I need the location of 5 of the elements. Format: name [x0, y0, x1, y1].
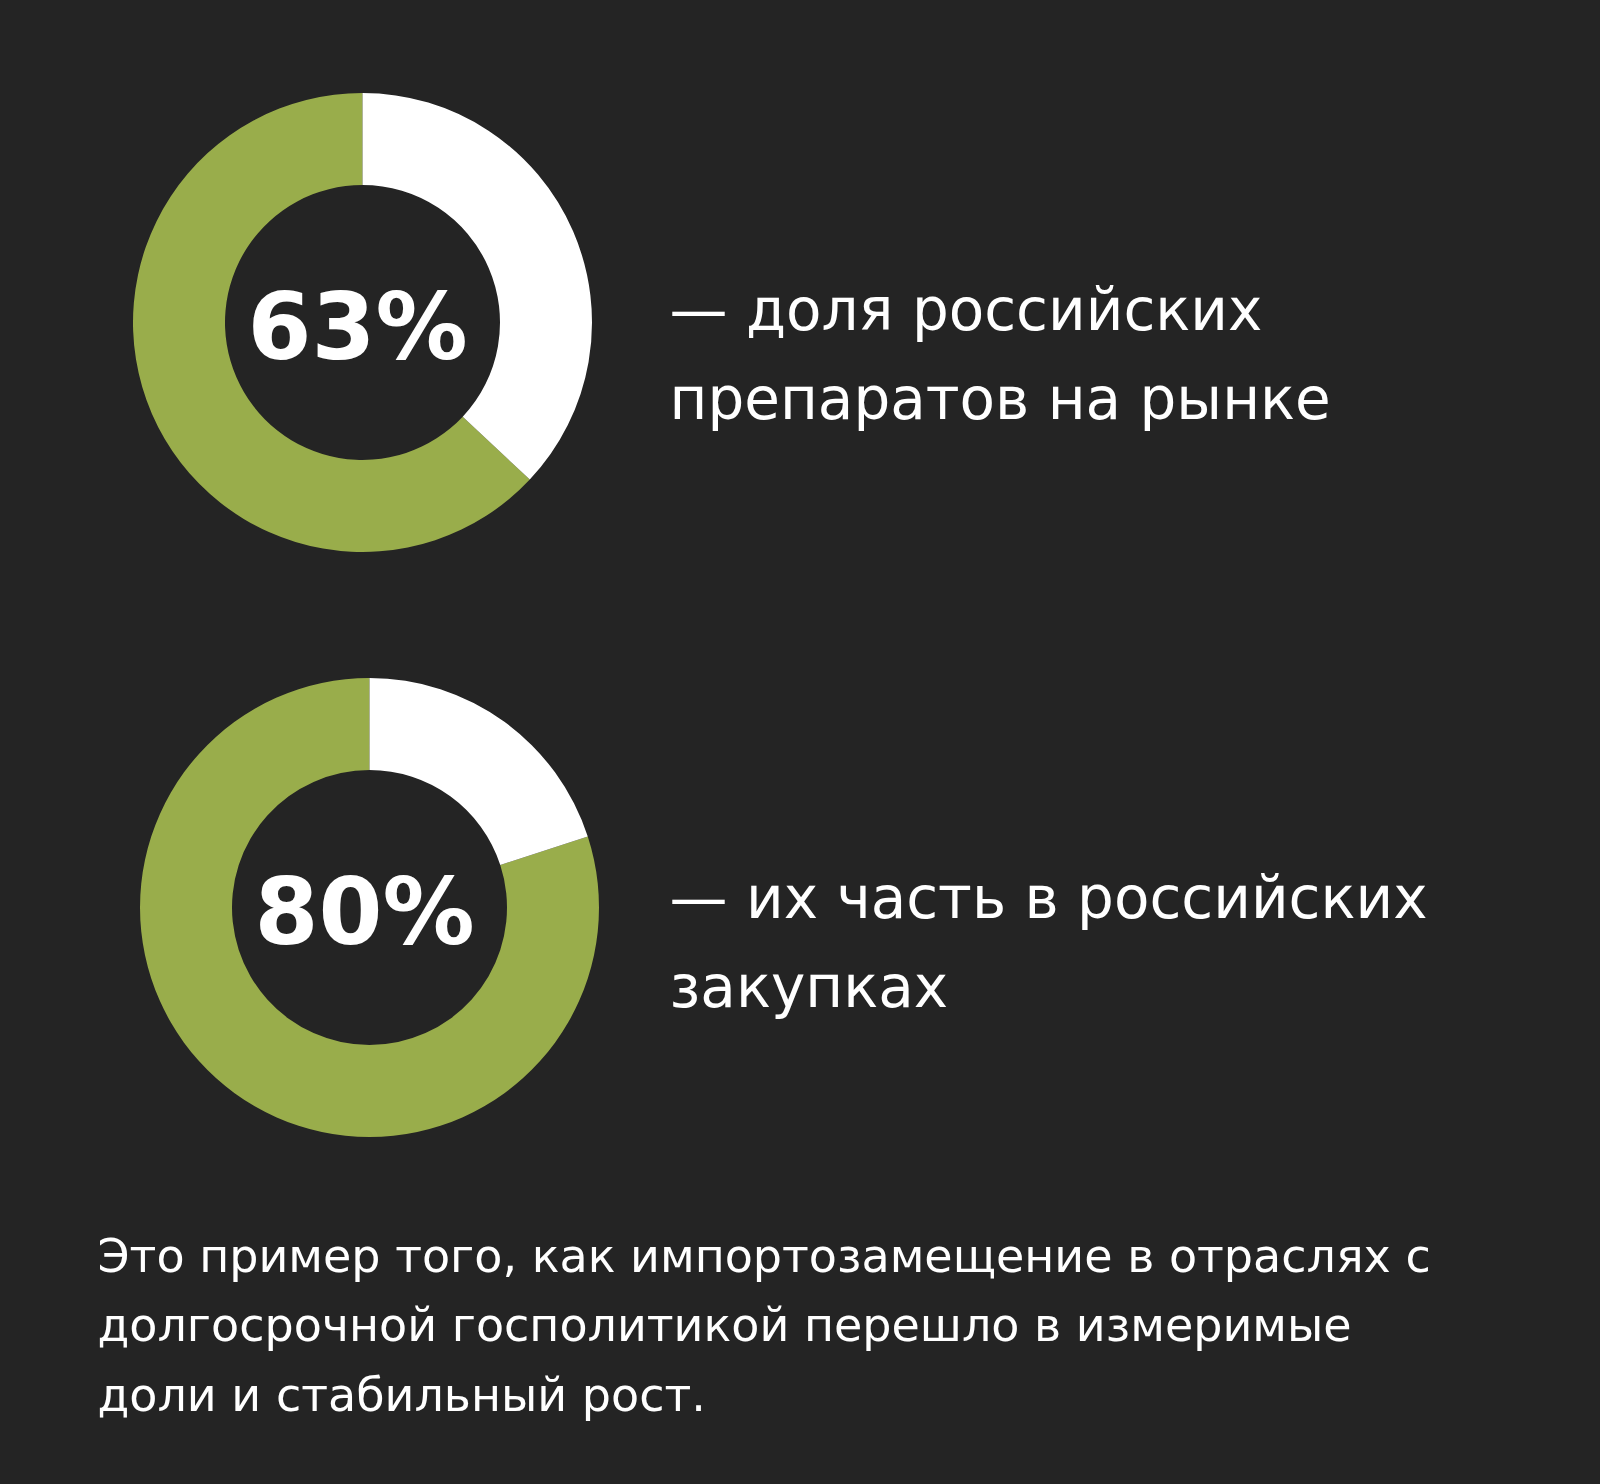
data-label: 63% [247, 274, 468, 381]
text: — доля российских препаратов на рынке [669, 275, 1331, 434]
text: — их часть в российских закупках [669, 863, 1428, 1022]
text: Это пример того, как импортозамещение в отраслях с долгосрочной госполитикой перешло в измеримые доли и стабильный рост. [97, 1229, 1431, 1422]
data-label: 80% [254, 859, 475, 966]
